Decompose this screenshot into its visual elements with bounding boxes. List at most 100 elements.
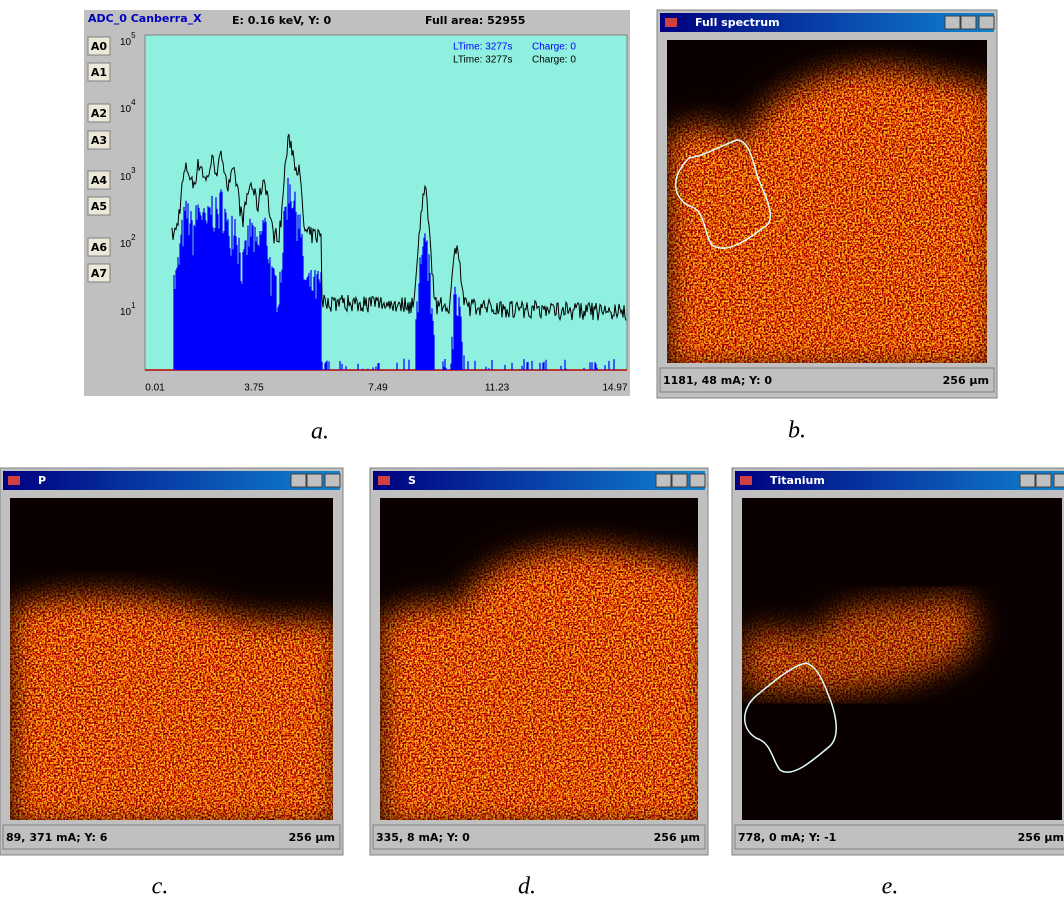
status-bar <box>734 824 1064 850</box>
tick-exp: 2 <box>131 233 136 242</box>
status-text: 335, 8 mA; Y: 0 <box>376 831 470 844</box>
x-tick-label: 0.01 <box>145 383 165 394</box>
map-image <box>742 498 1062 820</box>
caption: d. <box>518 874 536 900</box>
channel-button[interactable]: A4 <box>87 170 111 190</box>
title-bar <box>660 13 994 32</box>
window-button-close[interactable] <box>324 473 341 488</box>
window-button-min[interactable] <box>290 473 307 488</box>
tick-exp: 5 <box>131 31 136 40</box>
map-window: S 335, 8 mA; Y: 0 256 µm <box>369 467 709 856</box>
window-button-max[interactable] <box>960 15 977 30</box>
x-tick-label: 14.97 <box>602 383 627 394</box>
spectrum-line <box>171 133 627 322</box>
scale-label: 256 µm <box>1018 831 1064 844</box>
button-face <box>87 36 111 56</box>
caption: c. <box>152 874 169 900</box>
map-window: Full spectrum 1181, 48 mA; Y: 0 256 µm <box>656 9 998 399</box>
map-image <box>10 498 333 820</box>
button-label: A0 <box>91 40 108 53</box>
tick-base: 10 <box>120 172 132 183</box>
status-bar <box>659 367 995 393</box>
tick-base: 10 <box>120 307 132 318</box>
spectrum-fill <box>173 178 622 370</box>
tick-exp: 3 <box>131 166 136 175</box>
cursor-readout: E: 0.16 keV, Y: 0 <box>232 14 332 27</box>
caption: e. <box>882 874 899 900</box>
detector-label: ADC_0 Canberra_X <box>88 12 202 25</box>
app-icon <box>8 476 20 485</box>
channel-button[interactable]: A7 <box>87 263 111 283</box>
legend-charge: Charge: 0 <box>532 55 576 66</box>
tick-exp: 4 <box>131 98 136 107</box>
window-button-min[interactable] <box>944 15 961 30</box>
element-map <box>667 40 987 363</box>
button-face <box>87 130 111 150</box>
status-text: 1181, 48 mA; Y: 0 <box>663 374 772 387</box>
status-text: 778, 0 mA; Y: -1 <box>738 831 836 844</box>
y-tick-label: 104 <box>120 98 136 115</box>
tick-base: 10 <box>120 104 132 115</box>
window-button-max[interactable] <box>1035 473 1052 488</box>
scale-label: 256 µm <box>654 831 700 844</box>
window-button-close[interactable] <box>689 473 706 488</box>
tick-base: 10 <box>120 37 132 48</box>
button-face <box>87 237 111 257</box>
element-map <box>10 498 333 820</box>
window-button-close[interactable] <box>978 15 995 30</box>
window-title: P <box>38 474 46 487</box>
channel-button[interactable]: A1 <box>87 62 111 82</box>
x-tick-label: 7.49 <box>368 383 388 394</box>
window-button-max[interactable] <box>671 473 688 488</box>
channel-button[interactable]: A6 <box>87 237 111 257</box>
y-tick-label: 103 <box>120 166 136 183</box>
channel-button[interactable]: A0 <box>87 36 111 56</box>
title-bar <box>735 471 1064 490</box>
window-title: Titanium <box>770 474 825 487</box>
channel-button[interactable]: A5 <box>87 196 111 216</box>
window-button-max[interactable] <box>306 473 323 488</box>
y-tick-label: 105 <box>120 31 136 48</box>
button-label: A4 <box>91 174 108 187</box>
status-bar <box>2 824 341 850</box>
scale-label: 256 µm <box>943 374 989 387</box>
caption: b. <box>788 418 806 444</box>
y-tick-label: 102 <box>120 233 136 250</box>
button-face <box>87 62 111 82</box>
element-map <box>380 498 698 820</box>
y-tick-label: 101 <box>120 301 136 318</box>
legend-time: LTime: 3277s <box>453 42 512 53</box>
channel-button[interactable]: A2 <box>87 103 111 123</box>
status-text: 89, 371 mA; Y: 6 <box>6 831 108 844</box>
map-image <box>667 40 987 363</box>
button-label: A2 <box>91 107 107 120</box>
tick-exp: 1 <box>131 301 136 310</box>
roi-outline <box>674 139 772 249</box>
button-face <box>87 263 111 283</box>
app-icon <box>740 476 752 485</box>
map-image <box>380 498 698 820</box>
caption: a. <box>311 419 329 445</box>
button-face <box>87 170 111 190</box>
x-tick-label: 11.23 <box>485 383 510 394</box>
status-bar <box>372 824 706 850</box>
x-tick-label: 3.75 <box>244 383 264 394</box>
window-title: S <box>408 474 416 487</box>
tick-base: 10 <box>120 239 132 250</box>
window-button-min[interactable] <box>1019 473 1036 488</box>
map-window: Titanium 778, 0 mA; Y: -1 256 µm <box>731 467 1064 856</box>
window-button-min[interactable] <box>655 473 672 488</box>
channel-button[interactable]: A3 <box>87 130 111 150</box>
button-label: A5 <box>91 200 107 213</box>
app-icon <box>665 18 677 27</box>
button-label: A1 <box>91 66 107 79</box>
element-map <box>742 498 1062 820</box>
button-label: A3 <box>91 134 107 147</box>
button-face <box>87 103 111 123</box>
window-button-close[interactable] <box>1053 473 1064 488</box>
map-window: P 89, 371 mA; Y: 6 256 µm <box>0 467 344 856</box>
scale-label: 256 µm <box>289 831 335 844</box>
area-readout: Full area: 52955 <box>425 14 525 27</box>
